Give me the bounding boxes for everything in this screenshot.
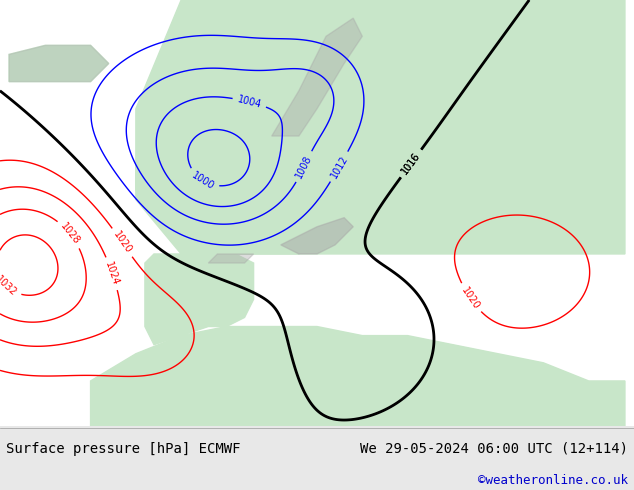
Polygon shape — [281, 218, 353, 254]
Text: 1012: 1012 — [329, 153, 350, 180]
Text: 1016: 1016 — [400, 150, 422, 176]
Polygon shape — [145, 254, 254, 344]
Text: 1028: 1028 — [58, 221, 82, 246]
Text: 1008: 1008 — [294, 153, 314, 180]
Polygon shape — [181, 191, 317, 254]
Text: ©weatheronline.co.uk: ©weatheronline.co.uk — [477, 474, 628, 487]
Text: 1020: 1020 — [111, 230, 133, 255]
Polygon shape — [209, 254, 254, 263]
Polygon shape — [9, 46, 108, 82]
Text: 1016: 1016 — [400, 150, 422, 176]
Polygon shape — [136, 154, 163, 191]
Text: 1032: 1032 — [0, 274, 19, 298]
Polygon shape — [91, 326, 625, 426]
Text: 1000: 1000 — [190, 170, 216, 191]
Polygon shape — [272, 0, 498, 136]
Text: 1020: 1020 — [459, 285, 481, 311]
Polygon shape — [172, 118, 226, 199]
Text: We 29-05-2024 06:00 UTC (12+114): We 29-05-2024 06:00 UTC (12+114) — [359, 441, 628, 456]
Polygon shape — [9, 46, 108, 82]
Text: Surface pressure [hPa] ECMWF: Surface pressure [hPa] ECMWF — [6, 441, 241, 456]
Text: 1024: 1024 — [103, 260, 121, 287]
Polygon shape — [272, 18, 362, 136]
Text: 1004: 1004 — [236, 94, 262, 110]
Polygon shape — [136, 0, 625, 254]
